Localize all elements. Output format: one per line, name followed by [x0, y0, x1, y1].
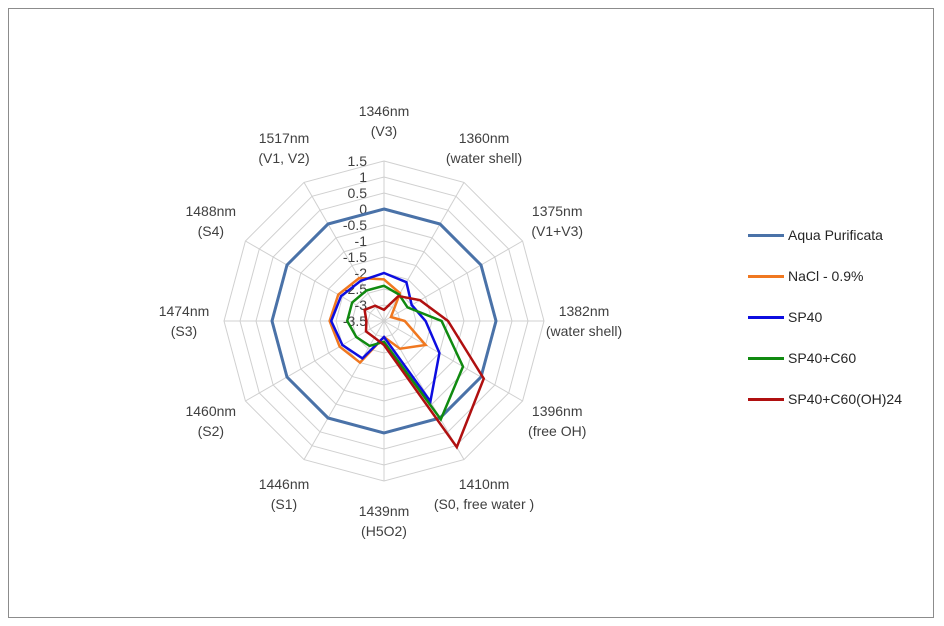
category-label: 1410nm [459, 476, 510, 492]
radial-tick-labels: -3.5-3-2.5-2-1.5-1-0.500.511.5 [343, 153, 367, 329]
tick-label: 1 [359, 169, 367, 185]
legend: Aqua Purificata NaCl - 0.9% SP40 SP40+C6… [748, 225, 938, 430]
series-line [363, 294, 486, 450]
category-label: 1474nm [159, 303, 210, 319]
category-label: (V1+V3) [531, 223, 583, 239]
grid-spoke [245, 240, 385, 322]
category-label: (V3) [371, 123, 397, 139]
category-label: (V1, V2) [258, 150, 309, 166]
legend-label: NaCl - 0.9% [788, 268, 864, 284]
category-labels: 1346nm (V3) 1360nm (water shell) 1375nm (V1+V… [159, 103, 622, 539]
category-label: 1375nm [532, 203, 583, 219]
category-label: 1396nm [532, 403, 583, 419]
legend-label: Aqua Purificata [788, 227, 883, 243]
category-label: (S2) [198, 423, 224, 439]
legend-item: SP40+C60(OH)24 [748, 389, 938, 409]
series-line [345, 284, 465, 422]
legend-swatch [748, 356, 784, 360]
grid-spoke [303, 182, 385, 322]
tick-label: -2 [355, 265, 368, 281]
legend-swatch [748, 274, 784, 278]
category-label: (water shell) [546, 323, 622, 339]
legend-item: SP40 [748, 307, 938, 327]
category-label: 1382nm [559, 303, 610, 319]
legend-swatch [748, 397, 784, 401]
legend-swatch [748, 233, 784, 237]
category-label: (S4) [198, 223, 224, 239]
tick-label: -0.5 [343, 217, 367, 233]
category-label: 1439nm [359, 503, 410, 519]
legend-label: SP40 [788, 309, 823, 325]
legend-label: SP40+C60(OH)24 [788, 391, 903, 407]
category-label: 1488nm [185, 203, 236, 219]
series-lines [270, 207, 498, 450]
legend-item: Aqua Purificata [748, 225, 938, 245]
category-label: (S0, free water ) [434, 496, 534, 512]
category-label: 1346nm [359, 103, 410, 119]
legend-item: NaCl - 0.9% [748, 266, 938, 286]
category-label: (H5O2) [361, 523, 407, 539]
category-label: (S1) [271, 496, 297, 512]
tick-label: -1.5 [343, 249, 367, 265]
category-label: 1360nm [459, 130, 510, 146]
category-label: (free OH) [528, 423, 586, 439]
category-label: 1517nm [259, 130, 310, 146]
tick-label: 0 [359, 201, 367, 217]
category-label: 1460nm [185, 403, 236, 419]
tick-label: 0.5 [348, 185, 368, 201]
category-label: (water shell) [446, 150, 522, 166]
tick-label: 1.5 [348, 153, 368, 169]
grid-spoke [383, 320, 523, 402]
category-label: 1446nm [259, 476, 310, 492]
series-line [329, 271, 441, 405]
legend-swatch [748, 315, 784, 319]
category-label: (S3) [171, 323, 197, 339]
chart-frame [8, 8, 934, 618]
legend-item: SP40+C60 [748, 348, 938, 368]
grid-spoke [303, 320, 385, 460]
tick-label: -1 [355, 233, 368, 249]
series-line [270, 207, 498, 435]
grid-spoke [245, 320, 385, 402]
legend-label: SP40+C60 [788, 350, 857, 366]
